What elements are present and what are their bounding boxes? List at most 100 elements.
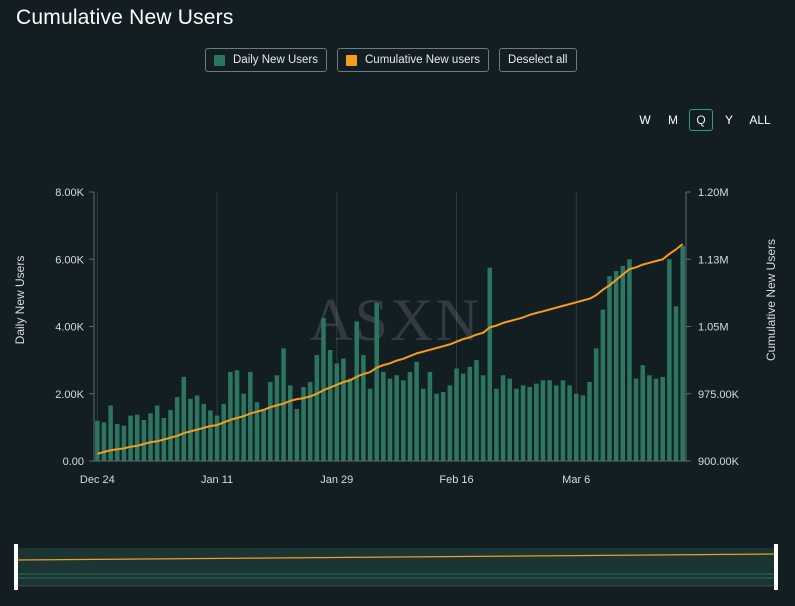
range-all[interactable]: ALL — [749, 113, 771, 127]
daily-bar — [367, 388, 373, 461]
navigator-line — [15, 553, 777, 561]
range-y[interactable]: Y — [724, 113, 733, 127]
daily-bar — [254, 402, 260, 461]
daily-bar — [361, 355, 366, 461]
daily-bar — [148, 413, 153, 461]
daily-bar — [494, 388, 499, 461]
daily-bar — [640, 365, 646, 461]
legend-daily-new-users[interactable]: Daily New Users — [205, 48, 327, 72]
daily-bar — [341, 358, 346, 461]
daily-bar — [354, 321, 360, 461]
daily-bar — [274, 375, 280, 461]
daily-bar — [667, 259, 672, 461]
y-left-tick-label: 6.00K — [55, 254, 84, 266]
daily-bar — [214, 415, 220, 461]
daily-bar — [287, 385, 293, 461]
daily-bar — [194, 395, 200, 461]
daily-bar — [414, 361, 419, 461]
daily-bar — [487, 267, 493, 461]
daily-bar — [593, 348, 599, 461]
daily-bar — [221, 403, 226, 461]
daily-bar — [434, 393, 439, 461]
daily-bar — [514, 388, 519, 461]
daily-bar — [208, 410, 213, 461]
daily-bar — [573, 393, 579, 461]
daily-bar — [228, 371, 233, 461]
daily-bar — [387, 378, 393, 461]
daily-bar — [314, 355, 320, 461]
daily-bar — [420, 388, 426, 461]
daily-bar — [188, 398, 193, 461]
y-right-tick-label: 1.05M — [698, 322, 729, 334]
daily-bar — [347, 378, 353, 461]
daily-bar — [201, 403, 207, 461]
daily-bar — [241, 393, 246, 461]
range-w[interactable]: W — [639, 113, 651, 127]
y-left-tick-label: 2.00K — [55, 389, 84, 401]
daily-bar — [607, 276, 612, 461]
daily-bar — [540, 380, 546, 461]
daily-bar — [334, 363, 340, 461]
daily-bar — [401, 380, 406, 461]
range-q[interactable]: Q — [689, 109, 713, 131]
cumulative-swatch-icon — [346, 54, 357, 66]
daily-bar — [407, 371, 413, 461]
daily-bar — [474, 360, 479, 461]
range-selector: W M Q Y ALL — [633, 109, 775, 131]
daily-bar — [168, 409, 173, 461]
daily-bar — [307, 381, 313, 461]
daily-bar — [174, 397, 180, 461]
daily-bar — [647, 375, 652, 461]
daily-bar — [301, 387, 306, 461]
daily-bar — [600, 309, 606, 461]
daily-bar — [281, 348, 286, 461]
daily-bar — [121, 425, 127, 461]
daily-bar — [567, 385, 572, 461]
navigator-track — [16, 548, 776, 586]
y-right-tick-label: 900.00K — [698, 456, 740, 468]
deselect-all-label: Deselect all — [508, 54, 568, 66]
navigator-handle-left[interactable] — [14, 544, 18, 590]
y-right-title: Cumulative New Users — [764, 239, 778, 361]
daily-bar — [527, 387, 532, 461]
axes-layer: Dec 24 Jan 11 Jan 29 Feb 16 Mar 6 0.00 2.00K 4.… — [55, 187, 739, 486]
daily-bar — [613, 271, 619, 461]
y-left-tick-label: 4.00K — [55, 322, 84, 334]
legend-cumulative-new-users[interactable]: Cumulative New users — [337, 48, 490, 72]
y-left-title: Daily New Users — [13, 256, 27, 345]
daily-bar — [660, 376, 665, 461]
legend-cumulative-label: Cumulative New users — [365, 54, 481, 66]
daily-bar — [673, 306, 679, 461]
daily-bar — [454, 368, 459, 461]
daily-bar — [95, 420, 100, 461]
daily-bar — [261, 408, 266, 461]
daily-bar — [440, 392, 446, 461]
daily-bar — [394, 375, 399, 461]
daily-bar — [680, 245, 685, 461]
daily-bar — [108, 405, 113, 461]
bars-layer — [95, 245, 685, 461]
x-tick-label: Feb 16 — [439, 474, 473, 486]
daily-bar — [268, 381, 273, 461]
daily-bar — [534, 383, 539, 461]
daily-bar — [374, 302, 379, 461]
daily-bar — [447, 385, 453, 461]
daily-bar — [141, 419, 147, 461]
daily-bar — [115, 424, 120, 461]
daily-bar — [234, 370, 240, 461]
daily-bar — [460, 373, 466, 461]
navigator-handle-right[interactable] — [774, 544, 778, 590]
y-left-tick-label: 0.00 — [63, 456, 84, 468]
daily-bar — [633, 378, 639, 461]
navigator[interactable] — [14, 544, 778, 590]
y-right-tick-label: 1.13M — [698, 254, 729, 266]
daily-swatch-icon — [214, 54, 225, 66]
daily-bar — [500, 375, 506, 461]
daily-bar — [620, 265, 626, 461]
daily-bar — [627, 259, 632, 461]
watermark: ASXN — [309, 287, 480, 353]
y-right-tick-label: 1.20M — [698, 187, 729, 199]
deselect-all-button[interactable]: Deselect all — [499, 48, 577, 72]
range-m[interactable]: M — [668, 113, 678, 127]
